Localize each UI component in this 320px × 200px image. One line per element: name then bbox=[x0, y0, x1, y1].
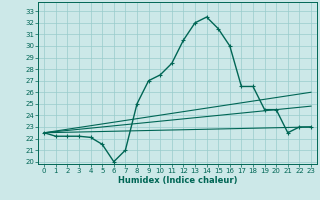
X-axis label: Humidex (Indice chaleur): Humidex (Indice chaleur) bbox=[118, 176, 237, 185]
